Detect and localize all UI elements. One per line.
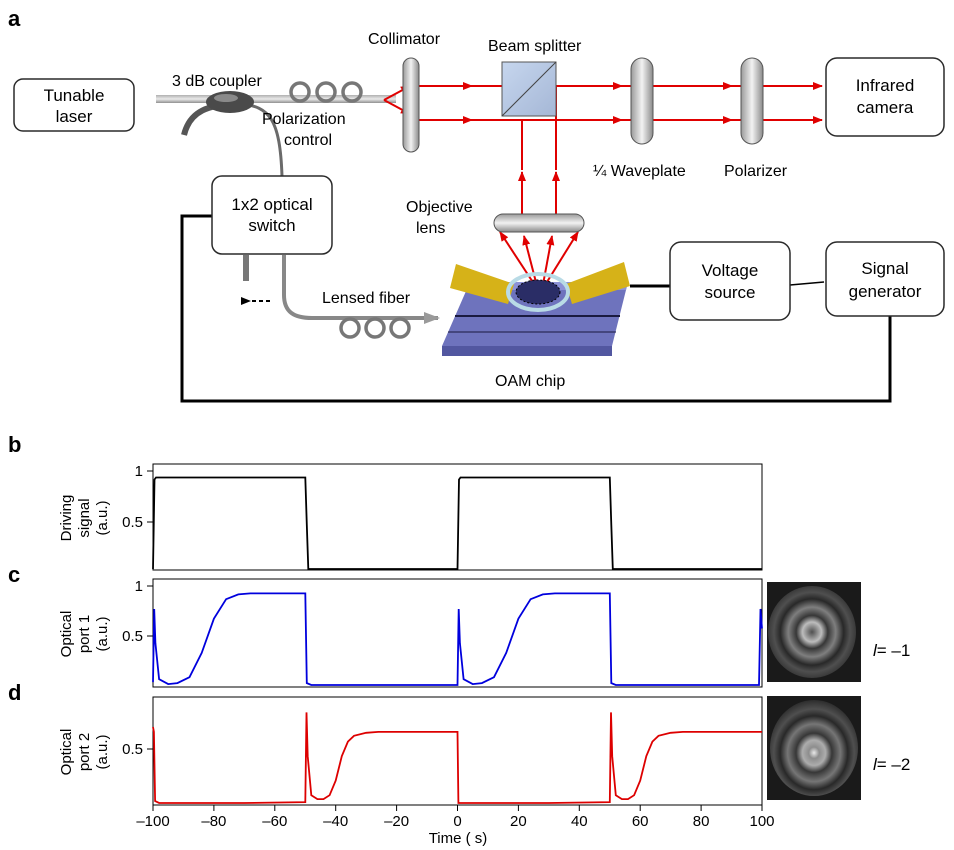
oam-chip-label: OAM chip bbox=[495, 373, 565, 390]
tunable-laser-label-1: Tunable bbox=[44, 86, 105, 105]
chart-d-ylabel-2: port 2 bbox=[76, 733, 93, 771]
objective-label-1: Objective bbox=[406, 199, 473, 216]
polarization-label-2: control bbox=[284, 132, 332, 149]
chart-b-ytick-label-1: 1 bbox=[135, 463, 143, 480]
mode-label-1: l= –1 bbox=[873, 641, 910, 660]
polarizer-lens bbox=[740, 57, 764, 145]
chart-d-series-line bbox=[152, 712, 762, 804]
chart-d-xtick-label: 60 bbox=[632, 813, 649, 830]
optical-switch-label-2: switch bbox=[248, 216, 295, 235]
chart-c-ylabel-3: (a.u.) bbox=[94, 616, 111, 651]
polarization-label-1: Polarization bbox=[262, 111, 346, 128]
polarizer-label: Polarizer bbox=[724, 163, 788, 180]
mode-label-2: l= –2 bbox=[873, 755, 910, 774]
chart-c-ytick-label-1: 1 bbox=[135, 578, 143, 595]
chart-b-series-line bbox=[152, 476, 762, 570]
chart-d-ylabel-3: (a.u.) bbox=[94, 734, 111, 769]
chart-driving-signal: 1 0.5 Driving signal (a.u.) bbox=[58, 463, 763, 571]
fiber-to-chip bbox=[282, 255, 440, 324]
objective-label-2: lens bbox=[416, 220, 445, 237]
oam-chip bbox=[442, 262, 630, 356]
chart-d-xtick-label: 100 bbox=[749, 813, 774, 830]
collimator-lens bbox=[402, 57, 420, 153]
mode-inset-1: l= –1 bbox=[767, 582, 910, 682]
chart-d-xtick-label: 80 bbox=[693, 813, 710, 830]
voltage-source-label-1: Voltage bbox=[702, 261, 759, 280]
panel-letter-a: a bbox=[8, 6, 21, 31]
chart-d-xtick-label: –20 bbox=[384, 813, 409, 830]
signal-cable bbox=[789, 281, 825, 286]
chart-optical-port-1: 1 0.5 Optical port 1 (a.u.) bbox=[58, 578, 763, 688]
setup-diagram: Tunable laser 1x2 optical switch Infrare… bbox=[13, 31, 945, 403]
chart-d-xticks: –100 –80 –60 –40 –20 0 20 40 60 80 100 bbox=[136, 805, 775, 830]
mode-label-1-value: = –1 bbox=[877, 641, 911, 660]
objective-lens bbox=[493, 213, 585, 233]
chart-d-xtick-label: –60 bbox=[262, 813, 287, 830]
chart-d-xtick-label: –80 bbox=[201, 813, 226, 830]
coupler-label: 3 dB coupler bbox=[172, 73, 263, 90]
chart-c-ylabel-1: Optical bbox=[58, 611, 75, 658]
waveplate-label: ¼ Waveplate bbox=[593, 163, 686, 180]
fiber-loops bbox=[339, 317, 411, 339]
chart-d-xtick-label: –40 bbox=[323, 813, 348, 830]
tunable-laser-label-2: laser bbox=[56, 107, 93, 126]
chart-c-series-line bbox=[152, 592, 763, 686]
mode-label-1-prefix: l bbox=[873, 641, 878, 660]
voltage-source-label-2: source bbox=[704, 283, 755, 302]
beam-splitter-label: Beam splitter bbox=[488, 38, 582, 55]
chart-d-xtick-label: 0 bbox=[453, 813, 461, 830]
chart-c-ylabel-2: port 1 bbox=[76, 615, 93, 653]
chart-d-xlabel: Time ( s) bbox=[429, 830, 488, 847]
infrared-camera-box bbox=[825, 57, 945, 137]
waveplate-lens bbox=[630, 57, 654, 145]
chart-b-ytick-label-05: 0.5 bbox=[122, 514, 143, 531]
beam-splitter-cube bbox=[501, 61, 557, 117]
infrared-camera-label-2: camera bbox=[857, 98, 914, 117]
tunable-laser-box bbox=[13, 78, 135, 132]
optical-switch-label-1: 1x2 optical bbox=[231, 195, 312, 214]
chart-b-ylabel-2: signal bbox=[76, 498, 93, 537]
mode-label-2-value: = –2 bbox=[877, 755, 911, 774]
infrared-camera-label-1: Infrared bbox=[856, 76, 915, 95]
chart-c-ytick-label-05: 0.5 bbox=[122, 628, 143, 645]
lensed-fiber-label: Lensed fiber bbox=[322, 290, 411, 307]
panel-letter-b: b bbox=[8, 432, 21, 457]
panel-letter-d: d bbox=[8, 680, 21, 705]
panel-letter-c: c bbox=[8, 562, 20, 587]
signal-generator-label-2: generator bbox=[849, 282, 922, 301]
chart-b-ylabel-3: (a.u.) bbox=[94, 500, 111, 535]
mode-label-2-prefix: l bbox=[873, 755, 878, 774]
collimator-label: Collimator bbox=[368, 31, 441, 48]
fiber-main bbox=[156, 95, 396, 103]
fiber-stub bbox=[243, 255, 249, 281]
voltage-source-box bbox=[669, 241, 791, 321]
mode-inset-2: l= –2 bbox=[767, 696, 910, 800]
chart-optical-port-2: 0.5 Optical port 2 (a.u.) –100 –80 –60 –40–… bbox=[58, 696, 775, 847]
chart-d-ylabel-1: Optical bbox=[58, 729, 75, 776]
chart-d-xtick-label: 40 bbox=[571, 813, 588, 830]
chart-b-ylabel-1: Driving bbox=[58, 495, 75, 542]
signal-generator-label-1: Signal bbox=[861, 259, 908, 278]
chart-d-xtick-label: 20 bbox=[510, 813, 527, 830]
trigger-cable bbox=[180, 214, 892, 403]
chart-d-ytick-label-05: 0.5 bbox=[122, 741, 143, 758]
fiber-network bbox=[156, 81, 440, 339]
signal-generator-box bbox=[825, 241, 945, 317]
polarization-loops bbox=[289, 81, 363, 103]
chart-d-xtick-label: –100 bbox=[136, 813, 169, 830]
optical-switch-box bbox=[211, 175, 333, 255]
